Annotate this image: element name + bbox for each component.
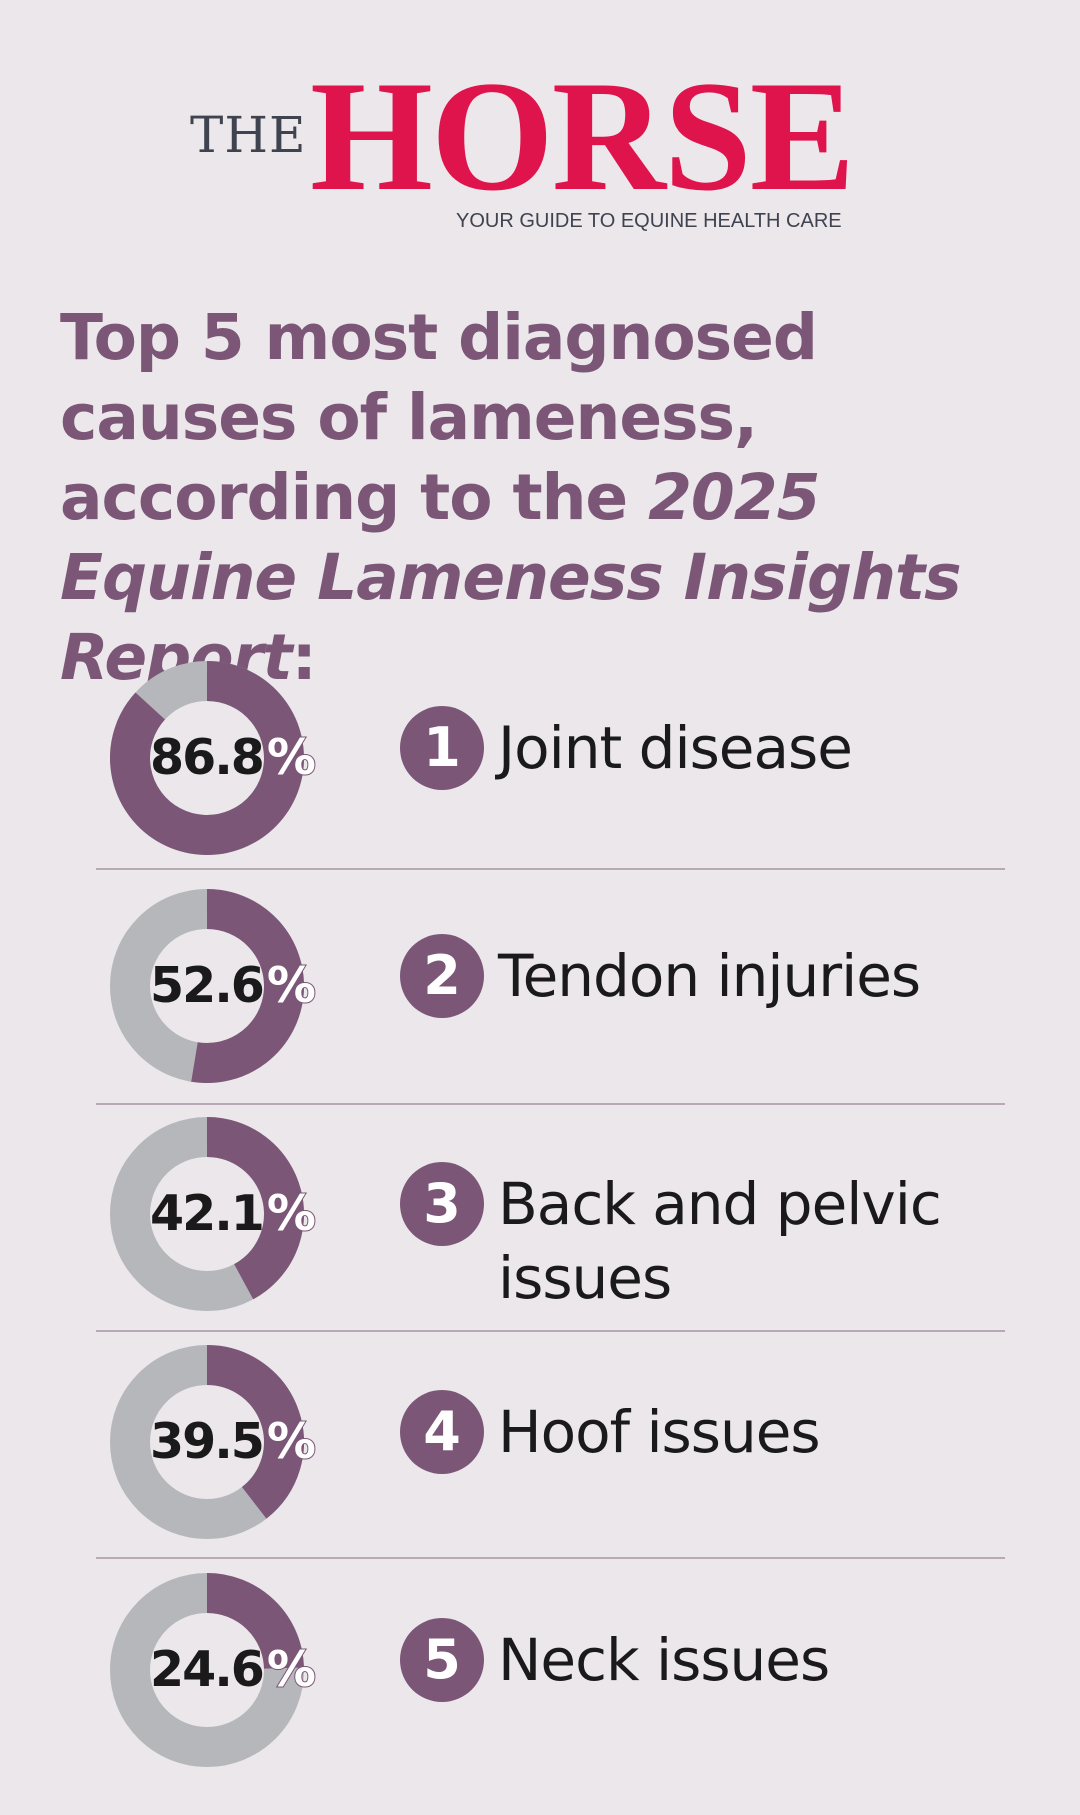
percent-label: 39.5% bbox=[150, 1412, 330, 1472]
rank-badge: 2 bbox=[400, 934, 484, 1018]
percent-sign: % bbox=[266, 728, 317, 787]
percent-sign: % bbox=[266, 1640, 317, 1699]
donut-chart bbox=[110, 1117, 304, 1311]
donut-arc bbox=[191, 889, 304, 1083]
rank-badge: 3 bbox=[400, 1162, 484, 1246]
rank-badge: 5 bbox=[400, 1618, 484, 1702]
cause-label: Joint disease bbox=[498, 714, 853, 782]
percent-sign: % bbox=[266, 1184, 317, 1243]
donut-chart bbox=[110, 661, 304, 855]
headline-colon: : bbox=[291, 621, 317, 694]
divider bbox=[96, 1103, 1005, 1105]
percent-value: 52.6 bbox=[150, 957, 265, 1014]
percent-sign: % bbox=[266, 1412, 317, 1471]
donut-chart bbox=[110, 889, 304, 1083]
percent-label: 52.6% bbox=[150, 956, 330, 1016]
list-item: 24.6% 5 Neck issues bbox=[0, 1562, 1080, 1790]
percent-sign: % bbox=[266, 956, 317, 1015]
headline-report-title: 2025 Equine Lameness Insights Report bbox=[60, 461, 962, 694]
donut-chart bbox=[110, 1573, 304, 1767]
divider bbox=[96, 1557, 1005, 1559]
donut-arc bbox=[110, 661, 304, 855]
percent-label: 86.8% bbox=[150, 728, 330, 788]
percent-value: 42.1 bbox=[150, 1185, 265, 1242]
percent-value: 24.6 bbox=[150, 1641, 265, 1698]
divider bbox=[96, 1330, 1005, 1332]
percent-value: 39.5 bbox=[150, 1413, 265, 1470]
list-item: 42.1% 3 Back and pelvic issues bbox=[0, 1106, 1080, 1334]
list-item: 86.8% 1 Joint disease bbox=[0, 650, 1080, 878]
cause-label: Neck issues bbox=[498, 1626, 830, 1694]
logo-tagline: YOUR GUIDE TO EQUINE HEALTH CARE bbox=[456, 210, 842, 232]
headline-text: Top 5 most diagnosed causes of lameness,… bbox=[60, 301, 818, 534]
donut-arc bbox=[206, 1117, 304, 1300]
rank-badge: 4 bbox=[400, 1390, 484, 1474]
list-item: 52.6% 2 Tendon injuries bbox=[0, 878, 1080, 1106]
cause-label: Back and pelvic issues bbox=[498, 1170, 942, 1312]
rank-badge: 1 bbox=[400, 706, 484, 790]
cause-label: Tendon injuries bbox=[498, 942, 921, 1010]
divider bbox=[96, 868, 1005, 870]
donut-arc bbox=[206, 1345, 304, 1519]
donut-arc bbox=[206, 1573, 304, 1670]
percent-label: 24.6% bbox=[150, 1640, 330, 1700]
masthead: THE HORSE YOUR GUIDE TO EQUINE HEALTH CA… bbox=[0, 0, 1080, 250]
donut-chart bbox=[110, 1345, 304, 1539]
percent-value: 86.8 bbox=[150, 729, 265, 786]
logo-horse: HORSE bbox=[310, 49, 855, 224]
list-item: 39.5% 4 Hoof issues bbox=[0, 1334, 1080, 1562]
cause-label: Hoof issues bbox=[498, 1398, 821, 1466]
logo-the: THE bbox=[190, 106, 307, 164]
percent-label: 42.1% bbox=[150, 1184, 330, 1244]
headline: Top 5 most diagnosed causes of lameness,… bbox=[60, 298, 1060, 698]
